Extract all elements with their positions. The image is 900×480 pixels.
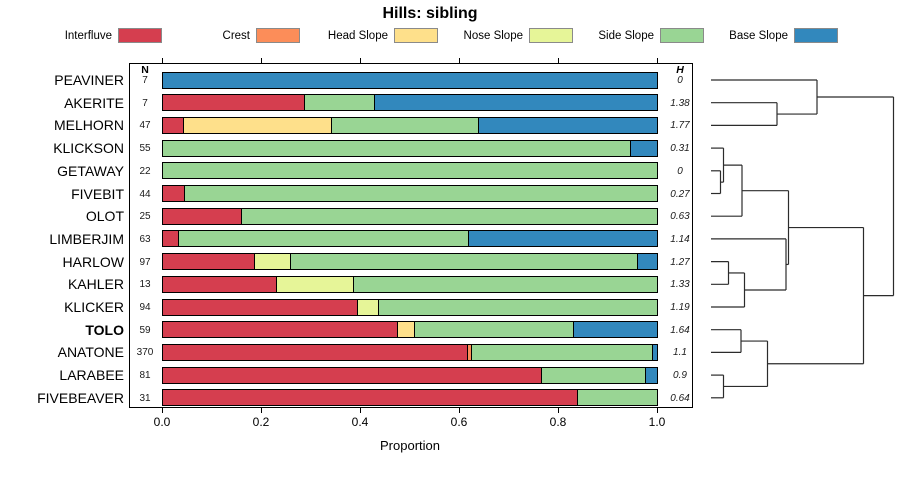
x-axis-tick-top [261,58,262,63]
bar-segment-side-slope [184,185,658,202]
row-label: ANATONE [57,344,124,361]
legend-label-head-slope: Head Slope [327,30,388,42]
bar-segment-side-slope [352,275,658,293]
h-value: 0.63 [670,211,690,223]
row-label: AKERITE [64,94,124,111]
n-value: 7 [142,75,148,86]
row-label: LARABEE [59,367,124,384]
row-label: FIVEBEAVER [37,389,124,406]
h-value: 1.33 [670,279,690,291]
row-label: PEAVINER [54,72,124,88]
legend-swatch-base-slope [794,28,838,43]
legend-label-nose-slope: Nose Slope [463,30,523,42]
row-label: KLICKSON [53,140,124,157]
x-axis-tick-top [657,58,658,63]
n-value: 13 [139,279,151,291]
bar-segment-base-slope [162,71,658,89]
h-value: 0 [677,75,683,86]
x-axis-tick-label: 0.0 [153,415,171,429]
n-value: 97 [139,256,151,268]
h-value: 1.14 [670,233,690,245]
x-axis-tick [360,408,361,413]
n-value: 55 [139,143,151,155]
x-axis-tick-top [162,58,163,63]
legend-swatch-nose-slope [529,28,573,43]
n-value: 44 [139,188,151,200]
row-label: MELHORN [53,117,124,134]
legend-label-interfluve: Interfluve [64,30,112,42]
legend-label-side-slope: Side Slope [598,30,654,42]
bar-segment-base-slope [636,253,658,271]
bar-segment-side-slope [241,207,658,225]
h-value: 1.19 [670,302,690,313]
legend-label-crest: Crest [222,30,250,42]
x-axis-tick [162,408,163,413]
h-value: 1.64 [670,324,690,336]
bar-segment-base-slope [629,139,658,157]
h-value: 1.38 [670,97,690,109]
row-label: LIMBERJIM [49,230,124,247]
h-value: 0.9 [673,370,687,382]
legend-swatch-head-slope [394,28,438,43]
h-value: 0.27 [670,188,690,200]
n-value: 81 [139,370,151,382]
n-column-header: N [141,64,149,76]
x-axis-tick-top [360,58,361,63]
h-value: 1.27 [670,256,690,268]
n-value: 22 [139,165,151,177]
x-axis-tick-label: 1.0 [648,415,666,429]
x-axis-label: Proportion [380,438,440,453]
bar-segment-base-slope [468,230,658,248]
chart-title: Hills: sibling [382,5,478,22]
bar-segment-base-slope [651,343,658,361]
h-value: 1.77 [670,120,690,132]
n-value: 370 [136,347,154,359]
x-axis-tick-top [558,58,559,63]
row-label: FIVEBIT [71,185,124,202]
legend-label-base-slope: Base Slope [729,30,788,42]
h-value: 0 [677,165,683,177]
x-axis-tick [261,408,262,413]
n-value: 94 [139,302,151,313]
h-value: 0.64 [670,392,690,404]
n-value: 47 [139,120,151,132]
row-label: GETAWAY [57,162,124,179]
row-label: TOLO [85,321,124,338]
h-value: 0.31 [670,143,690,155]
row-label: KLICKER [64,299,124,315]
x-axis-tick-label: 0.8 [549,415,567,429]
n-value: 63 [139,233,151,245]
n-value: 31 [139,392,151,404]
row-label: OLOT [85,208,124,225]
x-axis-tick [657,408,658,413]
x-axis-tick [558,408,559,413]
bar-segment-side-slope [577,389,658,407]
x-axis-tick-label: 0.2 [252,415,270,429]
row-label: KAHLER [67,276,124,293]
bar-segment-side-slope [378,298,658,316]
bar-segment-base-slope [374,94,658,112]
bar-segment-side-slope [162,162,658,180]
x-axis-tick-label: 0.4 [351,415,369,429]
bar-segment-base-slope [644,366,658,384]
legend-swatch-interfluve [118,28,162,43]
x-axis-tick-top [459,58,460,63]
x-axis-tick [459,408,460,413]
n-value: 59 [139,324,151,336]
plot-box [129,63,693,408]
n-value: 25 [139,211,151,223]
n-value: 7 [142,97,148,109]
h-value: 1.1 [673,347,687,359]
bar-segment-base-slope [478,116,658,134]
row-label: HARLOW [62,253,124,270]
bar-segment-base-slope [573,321,658,339]
legend-swatch-crest [256,28,300,43]
legend-swatch-side-slope [660,28,704,43]
x-axis-tick-label: 0.6 [450,415,468,429]
h-column-header: H [676,64,684,76]
